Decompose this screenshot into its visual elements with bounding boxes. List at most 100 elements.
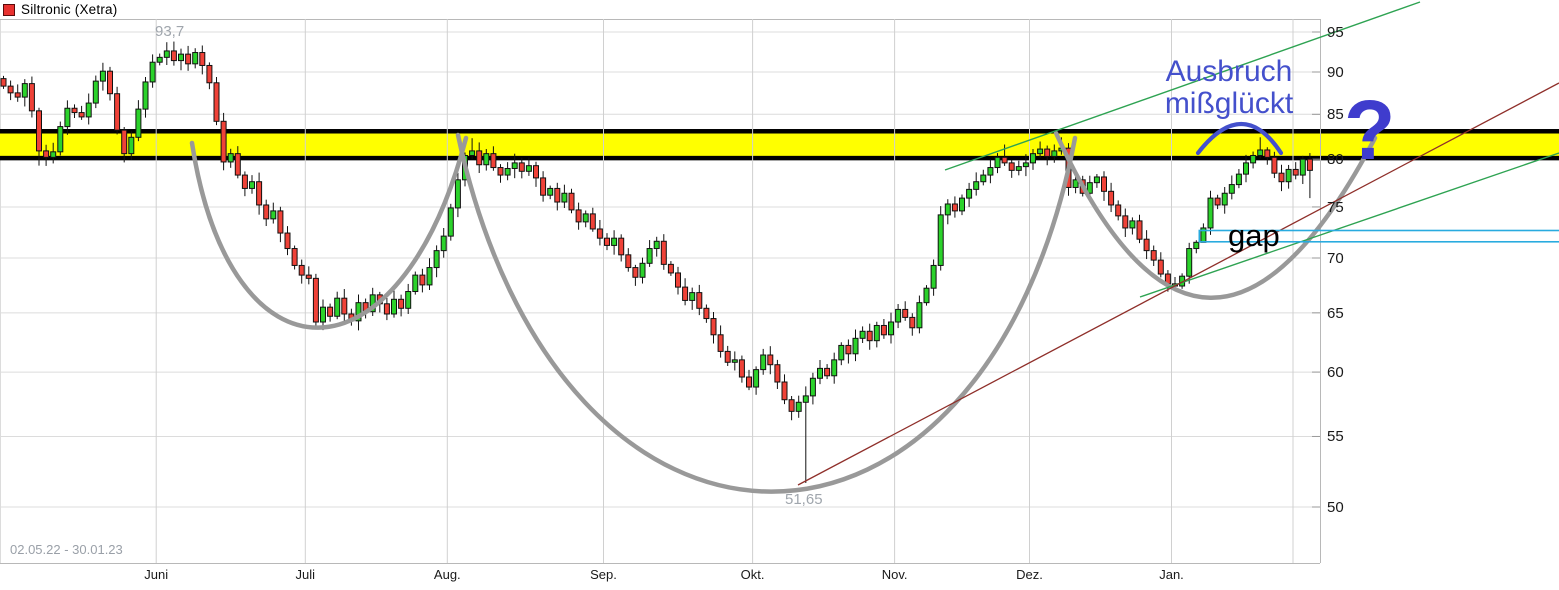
candle-up [1250,154,1257,164]
candle-down [312,277,319,323]
candle-down [1008,162,1015,171]
candle-down [1143,238,1150,252]
cup-december-january [1053,130,1378,300]
candle-up [178,53,184,62]
candle-down [291,248,298,266]
candle-up [888,321,894,336]
candle-down [767,354,774,366]
candle-down [1150,250,1157,261]
candle-down [618,237,625,256]
candle-down [284,232,291,250]
candle-up [802,395,809,403]
candle-down [1264,149,1271,158]
candle-up [433,250,440,269]
candle-down [14,92,21,98]
candle-down [0,78,7,87]
candle-up [547,187,554,196]
candle-up [1285,168,1292,183]
candle-down [781,381,788,401]
candle-up [64,107,71,128]
candle-down [518,162,525,172]
candle-up [135,108,142,138]
candle-down [1044,148,1051,157]
candle-up [128,136,135,155]
candle-up [405,291,412,309]
candle-up [809,377,816,397]
candle-up [270,210,277,220]
low-price-label: 51,65 [785,491,823,508]
candle-down [107,70,113,95]
candle-up [483,153,490,166]
candle-down [667,263,674,274]
gap-zone-box [1198,229,1559,243]
candle-up [454,179,461,209]
candle-down [596,228,603,239]
y-axis-label: 95 [1327,24,1344,41]
candle-up [639,262,646,278]
date-range-label: 02.05.22 - 30.01.23 [10,542,123,557]
candle-up [1037,148,1044,155]
candle-up [21,83,28,98]
candle-down [185,53,192,65]
candle-down [1122,215,1129,229]
candle-down [383,303,390,315]
candle-up [966,188,973,199]
candle-up [895,308,902,323]
candle-down [824,367,831,377]
candle-up [320,306,326,323]
candle-down [341,297,348,315]
candle-up [426,267,433,286]
candle-up [227,153,234,163]
candle-up [646,248,653,264]
x-axis-month-label: Aug. [433,567,461,582]
candle-up [987,167,994,176]
candle-down [845,344,852,355]
candle-down [1001,156,1008,164]
candle-down [632,267,639,278]
candle-up [831,359,838,377]
candle-up [249,181,255,189]
failed-breakout-line2: mißglückt [1164,87,1294,120]
candle-up [1207,197,1214,229]
candle-up [937,214,944,266]
chart-title-bar: Siltronic (Xetra) [3,2,117,17]
y-axis-label: 60 [1327,364,1344,382]
candle-down [7,85,14,94]
x-axis-month-label: Juli [295,567,316,582]
candle-down [625,254,632,269]
candle-down [909,316,916,329]
candle-down [710,318,717,336]
x-axis-month-label: Dez. [1016,567,1043,582]
candle-down [1271,156,1278,174]
candle-up [923,287,930,304]
cup-june-august [189,135,469,330]
candle-down [78,112,85,118]
candle-down [114,93,121,131]
candle-up [447,207,454,237]
cup-august-december [455,132,1078,494]
candle-down [675,272,681,288]
candle-up [1235,173,1242,186]
candle-down [696,292,703,309]
candle-down [298,264,305,276]
x-axis-month-label: Jan. [1159,567,1184,582]
candle-up [1022,162,1029,168]
candle-up [1257,149,1264,156]
candle-down [951,203,958,212]
y-axis-label: 85 [1327,106,1344,124]
chart-title: Siltronic (Xetra) [21,2,118,17]
candle-up [1228,184,1235,194]
candle-up [1086,182,1093,194]
candle-down [1306,158,1313,171]
candle-up [873,324,880,342]
candle-down [419,274,426,286]
candle-down [490,153,497,169]
candle-down [554,187,561,203]
candle-up [689,292,696,301]
candle-up [334,297,341,317]
candle-up [511,162,518,169]
candle-up [1299,158,1306,176]
candle-down [746,376,752,388]
candle-down [589,213,596,230]
